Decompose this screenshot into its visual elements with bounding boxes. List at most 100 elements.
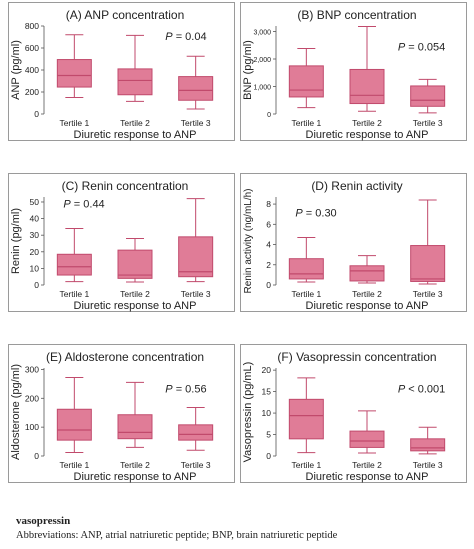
panel-5-p-symbol: P [165,384,173,396]
panel-5-ytick-label: 200 [25,393,39,403]
panel-6-xlabel: Diuretic response to ANP [306,471,429,483]
panel-5-ylabel: Aldosterone (pg/ml) [10,364,22,460]
panel-3-ytick-label: 0 [34,280,39,290]
panel-2-category-label: Tertile 2 [352,118,382,128]
panel-1-p-value: P = 0.04 [165,31,206,43]
panel-6-box-2-iqr [349,430,385,448]
panel-2-box-1-iqr [288,65,324,98]
panel-4-ytick-label: 8 [266,199,271,209]
panel-1-box-2-iqr [117,68,153,96]
panel-1-ytick-label: 600 [25,43,39,53]
panel-4-box-1-iqr [288,258,324,280]
panel-3-ytick-label: 40 [30,214,40,224]
panel-5-ytick-label: 300 [25,364,39,374]
panel-2-title: (B) BNP concentration [297,8,416,22]
panel-4-category-label: Tertile 2 [352,289,382,299]
panel-3-ytick-label: 10 [30,263,40,273]
panel-2-p-symbol: P [398,42,406,54]
panel-5-ytick-label: 0 [34,451,39,461]
panel-6-category-label: Tertile 3 [413,460,443,470]
panel-4-ytick-label: 0 [266,280,271,290]
panel-3-p-symbol: P [63,199,71,211]
panel-6-category-label: Tertile 2 [352,460,382,470]
panel-3-box-2-iqr [117,249,153,279]
panel-6-title: (F) Vasopressin concentration [277,350,436,364]
panel-3-frame [8,173,235,312]
panel-2-p-value: P = 0.054 [398,42,445,54]
panel-4-ylabel: Renin activity (ng/mL/h) [243,188,254,293]
panel-5-ytick-label: 100 [25,422,39,432]
panel-5-frame [8,344,235,483]
panel-1-frame [8,2,235,141]
panel-1-ytick-label: 200 [25,87,39,97]
panel-6-category-label: Tertile 1 [291,460,321,470]
panel-5-box-3-iqr [178,424,214,441]
panel-2-category-label: Tertile 3 [413,118,443,128]
panel-6-p-text: < 0.001 [405,384,445,396]
panel-2-p-text: = 0.054 [405,42,445,54]
panel-4-box-2-iqr [349,265,385,282]
panel-4-frame [240,173,467,312]
panel-5-category-label: Tertile 3 [181,460,211,470]
panel-4-ytick-label: 4 [266,240,271,250]
panel-4-category-label: Tertile 1 [291,289,321,299]
panel-1-category-label: Tertile 3 [181,118,211,128]
panel-5-p-text: = 0.56 [173,384,207,396]
panel-3-xlabel: Diuretic response to ANP [74,300,197,312]
panel-3-category-label: Tertile 1 [59,289,89,299]
panel-5-title: (E) Aldosterone concentration [46,350,204,364]
panel-2-ytick-label: 0 [267,112,271,119]
panel-1-xlabel: Diuretic response to ANP [74,129,197,141]
panel-5-category-label: Tertile 2 [120,460,150,470]
panel-2-box-2-iqr [349,68,385,105]
panel-6-ytick-label: 10 [262,408,272,418]
panel-1-ylabel: ANP (pg/ml) [10,40,22,100]
panel-1-box-1-iqr [56,59,92,88]
panel-2-frame [240,2,467,141]
panel-4-ytick-label: 6 [266,219,271,229]
panel-4-xlabel: Diuretic response to ANP [306,300,429,312]
panel-2-ytick-label: 1,000 [253,85,271,92]
panel-4-category-label: Tertile 3 [413,289,443,299]
panel-6-ytick-label: 0 [266,451,271,461]
panel-2-ytick-label: 3,000 [253,30,271,37]
panel-3-ytick-label: 30 [30,230,40,240]
caption-bold-line: vasopressin [16,515,71,527]
panel-3-category-label: Tertile 3 [181,289,211,299]
panel-4-p-text: = 0.30 [303,207,337,219]
panel-1-category-label: Tertile 1 [59,118,89,128]
panel-3-category-label: Tertile 2 [120,289,150,299]
panel-1-p-text: = 0.04 [173,31,207,43]
panel-6-frame [240,344,467,483]
panel-2-box-3-iqr [410,85,446,107]
panel-5-box-1-iqr [56,408,92,441]
panel-6-ytick-label: 5 [266,430,271,440]
panel-6-ylabel: Vasopressin (pg/mL) [242,362,254,463]
panel-6-p-value: P < 0.001 [398,384,445,396]
panel-5-box-2-iqr [117,414,153,440]
panel-1-ytick-label: 0 [34,109,39,119]
panel-6-p-symbol: P [398,384,406,396]
panel-1-ytick-label: 800 [25,21,39,31]
panel-6-box-1-iqr [288,398,324,440]
panel-3-box-3-iqr [178,236,214,278]
panel-3-ytick-label: 50 [30,197,40,207]
panel-1-ytick-label: 400 [25,65,39,75]
panel-3-title: (C) Renin concentration [62,179,189,193]
panel-4-box-3-iqr [410,245,446,282]
panel-6-ytick-label: 20 [262,365,272,375]
panel-3-ytick-label: 20 [30,247,40,257]
panel-5-category-label: Tertile 1 [59,460,89,470]
panel-3-p-text: = 0.44 [71,199,105,211]
panel-3-box-1-iqr [56,253,92,276]
panel-2-xlabel: Diuretic response to ANP [306,129,429,141]
panel-4-ytick-label: 2 [266,260,271,270]
panel-2-ytick-label: 2,000 [253,57,271,64]
panel-1-category-label: Tertile 2 [120,118,150,128]
panel-6-ytick-label: 15 [262,387,272,397]
panel-5-xlabel: Diuretic response to ANP [74,471,197,483]
panel-3-ylabel: Renin (pg/ml) [10,208,22,274]
panel-4-title: (D) Renin activity [311,179,402,193]
panel-4-p-symbol: P [295,207,303,219]
